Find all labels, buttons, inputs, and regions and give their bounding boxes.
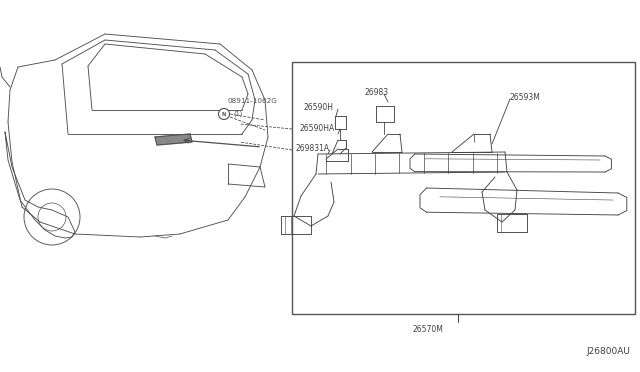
Text: 26590H: 26590H [304,103,334,112]
Text: 26570M: 26570M [413,326,444,334]
Text: (1): (1) [233,110,243,116]
Circle shape [218,109,230,119]
Text: 26983: 26983 [365,87,389,96]
Text: 26590HA: 26590HA [300,124,335,132]
Polygon shape [155,134,192,145]
Bar [292,62,635,314]
Text: 08911-1062G: 08911-1062G [228,98,278,104]
Text: 26593M: 26593M [510,93,541,102]
Text: 269831A: 269831A [296,144,330,153]
Text: J26800AU: J26800AU [586,347,630,356]
Text: N: N [222,112,226,116]
